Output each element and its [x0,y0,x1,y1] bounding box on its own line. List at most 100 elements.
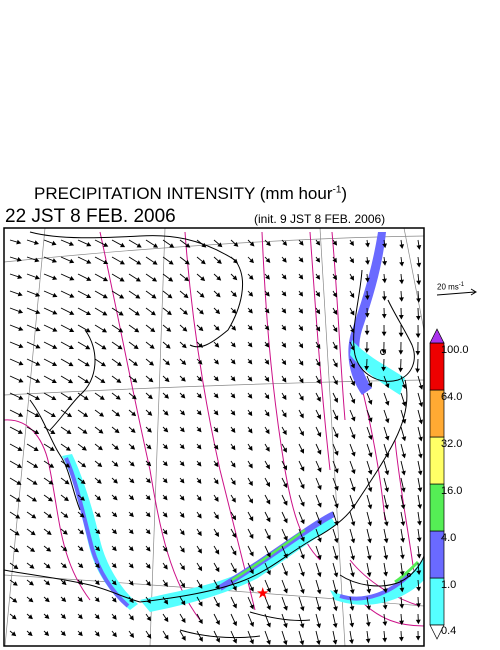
wind-arrow-head [351,451,356,457]
wind-arrow-head [95,546,101,552]
wind-arrow-head [78,597,83,602]
wind-arrow-head [334,485,339,491]
wind-arrow-head [264,325,270,331]
wind-arrow-head [231,308,237,314]
wind-arrow-head [399,620,405,626]
wind-arrow-head [230,393,236,399]
wind-arrow-head [264,376,270,382]
wind-arrow-head [34,257,40,263]
wind-arrow-head [231,532,237,538]
wind-arrow-head [265,499,271,505]
wind-arrow-head [350,328,355,334]
wind-arrow-head [196,410,202,416]
wind-arrow-head [248,291,254,297]
wind-arrow-head [31,513,37,519]
wind-arrow-head [299,606,305,612]
wind-arrow-head [416,586,422,592]
wind-arrow-head [196,496,202,502]
wind-arrow-head [27,614,33,620]
wind-arrow-head [332,309,338,315]
wind-arrow-head [266,552,271,558]
wind-arrow-head [69,276,75,281]
wind-arrow-head [81,462,87,468]
wind-arrow-head [232,275,238,281]
wind-arrow-head [233,242,239,247]
wind-arrow-head [349,310,355,316]
wind-arrow-head [214,359,219,365]
wind-arrow-head [350,345,355,351]
wind-arrow-head [298,291,304,297]
wind-arrow-head [86,276,92,281]
wind-arrow-head [416,245,422,250]
wind-arrow-head [200,259,206,265]
wind-arrow-head [232,568,237,574]
wind-arrow-head [185,243,191,248]
wind-arrow-head [16,239,22,245]
wind-arrow-head [249,604,254,610]
wind-arrow-head [145,563,151,569]
wind-arrow-head [163,410,169,416]
wind-arrow-head [282,482,288,489]
wind-arrow-head [333,362,338,368]
wind-arrow-head [164,377,170,383]
wind-arrow-head [149,344,155,349]
wind-arrow-head [198,636,203,642]
wind-arrow-head [13,564,19,570]
wind-arrow-head [78,580,84,585]
wind-arrow-head [367,487,373,493]
wind-arrow-head [128,512,134,518]
wind-arrow-head [213,393,219,399]
wind-arrow-head [101,328,107,333]
wind-arrow-head [399,604,405,609]
wind-arrow-head [299,395,304,401]
wind-arrow-head [266,570,271,576]
wind-arrow-head [32,480,38,485]
wind-arrow-head [184,259,190,265]
wind-arrow-head [366,555,372,561]
wind-arrow-head [112,529,117,535]
wind-arrow-head [16,257,22,262]
wind-arrow-head [350,572,355,578]
wind-arrow-head [63,513,69,518]
wind-arrow-head [46,547,52,552]
wind-arrow-head [52,275,58,281]
observation-star-icon: ★ [256,584,269,602]
wind-arrow-head [17,446,23,451]
wind-arrow-head [111,597,117,603]
wind-arrow-head [35,309,41,315]
wind-arrow-head [130,444,136,450]
wind-arrow-head [264,394,270,400]
wind-arrow-head [18,378,24,383]
wind-arrow-head [299,431,304,437]
wind-arrow-head [180,376,186,382]
wind-arrow-head [146,633,152,639]
wind-arrow-head [132,361,138,366]
wind-arrow-head [145,495,151,501]
wind-arrow-head [249,551,254,557]
wind-arrow-head [333,520,339,526]
wind-arrow-head [266,622,271,628]
wind-arrow-head [384,504,389,510]
wind-arrow-head [247,376,253,382]
wind-arrow-head [52,361,58,366]
wind-arrow-head [98,428,104,434]
wind-arrow-head [283,518,288,524]
wind-arrow-head [44,614,50,619]
wind-arrow-head [14,530,20,536]
wind-arrow-head [61,597,67,602]
wind-arrow-head [349,275,354,281]
wind-arrow-head [398,315,404,320]
wind-arrow-head [383,538,389,544]
wind-arrow-head [247,359,253,365]
wind-arrow-head [34,412,40,417]
wind-arrow-head [300,589,305,594]
wind-arrow-head [316,396,321,402]
wind-arrow-head [201,242,207,248]
wind-arrow-head [35,326,41,332]
wind-arrow-head [281,394,287,400]
wind-arrow-head [247,393,253,399]
wind-arrow-head [134,310,140,316]
wind-arrow-head [382,621,388,627]
wind-arrow-head [131,411,137,417]
wind-arrow-head [112,632,117,638]
